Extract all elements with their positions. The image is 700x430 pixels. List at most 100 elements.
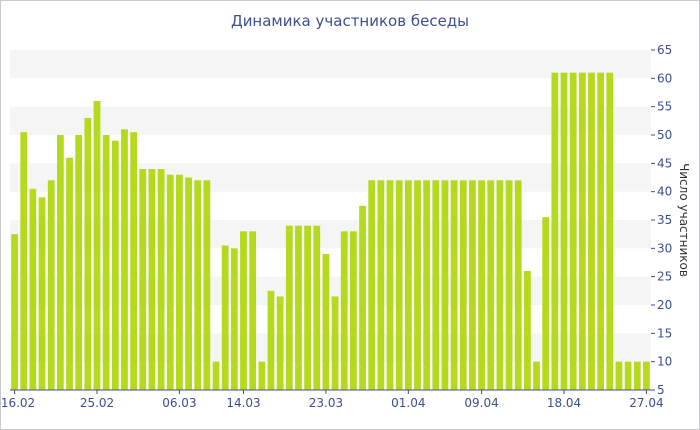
bar: [395, 180, 403, 390]
bar: [139, 169, 147, 390]
y-tick-label: 5: [657, 383, 665, 397]
x-tick-label: 01.04: [391, 396, 425, 410]
chart-title: Динамика участников беседы: [230, 12, 470, 30]
y-tick-label: 35: [657, 213, 672, 227]
bar: [322, 254, 330, 390]
bar: [267, 290, 275, 390]
bar: [340, 231, 348, 390]
bar: [615, 361, 623, 390]
y-tick-label: 65: [657, 43, 672, 57]
bar: [20, 132, 28, 390]
bar: [432, 180, 440, 390]
bar: [551, 72, 559, 391]
bar: [523, 271, 531, 390]
y-tick-label: 20: [657, 298, 672, 312]
bar: [276, 296, 284, 390]
bar: [533, 361, 540, 390]
bar: [47, 180, 55, 390]
x-axis: 16.02 25.02 06.03 14.03 23.03 01.04 09.04 18.04…: [1, 390, 664, 410]
x-tick-label: 14.03: [226, 396, 260, 410]
grid-band: [10, 106, 651, 135]
x-tick-label: 23.03: [309, 396, 343, 410]
y-tick-label: 10: [657, 355, 672, 369]
bar: [368, 180, 376, 390]
grid-band: [10, 50, 651, 79]
bar: [441, 180, 449, 390]
bar: [514, 180, 522, 390]
bar: [166, 174, 174, 390]
bar: [331, 296, 339, 390]
y-tick-label: 55: [657, 100, 672, 114]
bar: [386, 180, 394, 390]
bar: [130, 132, 138, 390]
bar: [496, 180, 504, 390]
bar: [505, 180, 513, 390]
bar: [560, 72, 568, 391]
y-tick-label: 15: [657, 326, 672, 340]
bar-series: [11, 72, 650, 391]
bar: [350, 231, 357, 390]
y-tick-label: 25: [657, 270, 672, 284]
bar: [569, 72, 577, 391]
bar: [93, 101, 101, 390]
bar: [423, 180, 431, 390]
bar: [212, 361, 220, 390]
bar: [203, 180, 211, 390]
bar: [404, 180, 412, 390]
bar: [624, 361, 632, 390]
bar: [38, 197, 46, 390]
bar: [75, 135, 83, 390]
bar: [221, 245, 229, 390]
bar: [377, 180, 385, 390]
bar: [185, 177, 192, 390]
bar: [121, 129, 128, 391]
bar: [66, 157, 73, 390]
y-tick-label: 30: [657, 241, 672, 255]
bar: [102, 135, 110, 390]
y-axis: 5 10 15 20 25 30 35 40 45 50 55 60 65: [651, 43, 672, 397]
y-tick-label: 50: [657, 128, 672, 142]
bar: [295, 225, 302, 390]
x-tick-label: 16.02: [1, 396, 35, 410]
bar: [487, 180, 495, 390]
bar: [240, 231, 247, 390]
bar: [313, 225, 321, 390]
bar: [597, 72, 605, 391]
bar: [176, 174, 183, 390]
bar: [148, 169, 156, 390]
bar: [578, 72, 586, 391]
x-tick-label: 06.03: [162, 396, 196, 410]
bar: [285, 225, 293, 390]
bar: [230, 248, 238, 390]
y-tick-label: 45: [657, 156, 672, 170]
x-tick-label: 18.04: [547, 396, 581, 410]
bar: [469, 180, 476, 390]
bar: [194, 180, 202, 390]
x-tick-label: 09.04: [464, 396, 498, 410]
bar: [606, 72, 614, 391]
x-tick-label: 25.02: [80, 396, 114, 410]
y-tick-label: 60: [657, 71, 672, 85]
bar: [633, 361, 641, 390]
bar: [11, 234, 18, 390]
bar: [157, 169, 165, 390]
x-tick-label: 27.04: [629, 396, 663, 410]
bar: [258, 361, 266, 390]
bar: [542, 217, 550, 390]
y-axis-title: Число участников: [677, 163, 691, 277]
bar: [414, 180, 421, 390]
bar: [56, 135, 64, 390]
bar: [459, 180, 467, 390]
bar: [304, 225, 311, 390]
bar: [450, 180, 458, 390]
y-tick-label: 40: [657, 185, 672, 199]
bar: [643, 361, 650, 390]
bar: [84, 118, 92, 390]
bar: [359, 205, 366, 390]
bar: [111, 140, 119, 390]
bar: [249, 231, 257, 390]
bar: [478, 180, 485, 390]
bar: [588, 72, 595, 391]
bar: [29, 188, 37, 390]
